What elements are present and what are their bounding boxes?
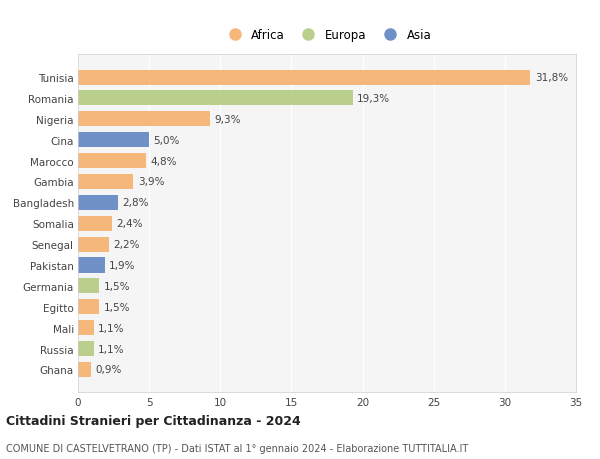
Text: 0,9%: 0,9% xyxy=(95,364,121,375)
Bar xyxy=(78,133,149,148)
Text: 1,9%: 1,9% xyxy=(109,260,136,270)
Text: 1,5%: 1,5% xyxy=(104,281,130,291)
Bar xyxy=(78,362,91,377)
Text: 1,1%: 1,1% xyxy=(98,344,124,354)
Bar xyxy=(78,196,118,210)
Bar xyxy=(78,320,94,336)
Bar xyxy=(78,341,94,356)
Text: 1,5%: 1,5% xyxy=(104,302,130,312)
Text: 2,8%: 2,8% xyxy=(122,198,149,208)
Bar xyxy=(78,300,100,314)
Text: 9,3%: 9,3% xyxy=(215,115,241,124)
Bar xyxy=(78,279,100,294)
Bar xyxy=(78,70,530,85)
Bar xyxy=(78,258,105,273)
Text: 2,4%: 2,4% xyxy=(116,219,143,229)
Text: 19,3%: 19,3% xyxy=(357,94,390,104)
Text: 3,9%: 3,9% xyxy=(138,177,164,187)
Bar xyxy=(78,91,353,106)
Text: 5,0%: 5,0% xyxy=(154,135,180,146)
Bar xyxy=(78,174,133,190)
Bar xyxy=(78,237,109,252)
Text: 31,8%: 31,8% xyxy=(535,73,568,83)
Legend: Africa, Europa, Asia: Africa, Europa, Asia xyxy=(218,24,436,46)
Text: Cittadini Stranieri per Cittadinanza - 2024: Cittadini Stranieri per Cittadinanza - 2… xyxy=(6,414,301,428)
Text: 2,2%: 2,2% xyxy=(113,240,140,250)
Text: COMUNE DI CASTELVETRANO (TP) - Dati ISTAT al 1° gennaio 2024 - Elaborazione TUTT: COMUNE DI CASTELVETRANO (TP) - Dati ISTA… xyxy=(6,443,468,453)
Bar xyxy=(78,112,211,127)
Text: 4,8%: 4,8% xyxy=(151,156,177,166)
Bar xyxy=(78,216,112,231)
Bar xyxy=(78,154,146,169)
Text: 1,1%: 1,1% xyxy=(98,323,124,333)
